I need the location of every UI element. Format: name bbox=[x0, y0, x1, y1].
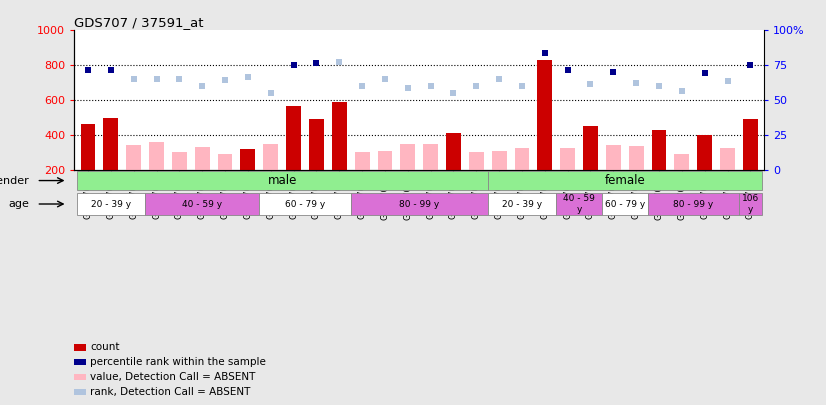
Bar bbox=[423, 144, 438, 170]
Bar bbox=[491, 151, 506, 170]
Bar bbox=[743, 119, 757, 170]
Bar bbox=[263, 144, 278, 170]
Bar bbox=[286, 106, 301, 170]
Bar bbox=[77, 193, 145, 215]
Text: 60 - 79 y: 60 - 79 y bbox=[605, 200, 645, 209]
Bar bbox=[332, 102, 347, 170]
Text: rank, Detection Call = ABSENT: rank, Detection Call = ABSENT bbox=[90, 387, 250, 397]
Bar bbox=[351, 193, 487, 215]
Text: 20 - 39 y: 20 - 39 y bbox=[502, 200, 542, 209]
Text: 60 - 79 y: 60 - 79 y bbox=[285, 200, 325, 209]
Bar bbox=[739, 193, 762, 215]
Text: male: male bbox=[268, 174, 297, 187]
Bar bbox=[126, 145, 141, 170]
Bar bbox=[515, 148, 529, 170]
Text: 40 - 59
y: 40 - 59 y bbox=[563, 194, 595, 214]
Text: 20 - 39 y: 20 - 39 y bbox=[91, 200, 131, 209]
Bar bbox=[259, 193, 351, 215]
Bar bbox=[309, 119, 324, 170]
Bar bbox=[240, 149, 255, 170]
Bar bbox=[150, 142, 164, 170]
Bar bbox=[74, 344, 86, 351]
Bar bbox=[74, 389, 86, 395]
Bar bbox=[217, 154, 232, 170]
Text: percentile rank within the sample: percentile rank within the sample bbox=[90, 357, 266, 367]
Bar bbox=[720, 148, 735, 170]
Text: female: female bbox=[605, 174, 645, 187]
Bar bbox=[674, 154, 689, 170]
Text: 80 - 99 y: 80 - 99 y bbox=[673, 200, 714, 209]
Bar bbox=[602, 193, 648, 215]
Bar bbox=[648, 193, 739, 215]
Bar bbox=[487, 171, 762, 190]
Bar bbox=[538, 60, 553, 170]
Bar bbox=[469, 152, 484, 170]
Bar bbox=[74, 359, 86, 365]
Bar bbox=[195, 147, 210, 170]
Bar bbox=[354, 152, 369, 170]
Text: value, Detection Call = ABSENT: value, Detection Call = ABSENT bbox=[90, 372, 255, 382]
Bar bbox=[697, 135, 712, 170]
Text: 80 - 99 y: 80 - 99 y bbox=[399, 200, 439, 209]
Bar bbox=[172, 152, 187, 170]
Bar bbox=[556, 193, 602, 215]
Bar bbox=[652, 130, 667, 170]
Bar bbox=[487, 193, 556, 215]
Text: gender: gender bbox=[0, 175, 30, 185]
Bar bbox=[81, 124, 96, 170]
Bar bbox=[77, 171, 487, 190]
Bar bbox=[145, 193, 259, 215]
Text: count: count bbox=[90, 342, 120, 352]
Text: 106
y: 106 y bbox=[742, 194, 759, 214]
Bar bbox=[103, 117, 118, 170]
Bar bbox=[583, 126, 598, 170]
Bar bbox=[629, 146, 643, 170]
Bar bbox=[74, 374, 86, 380]
Bar bbox=[446, 133, 461, 170]
Bar bbox=[401, 144, 415, 170]
Bar bbox=[560, 148, 575, 170]
Text: 40 - 59 y: 40 - 59 y bbox=[183, 200, 222, 209]
Bar bbox=[377, 151, 392, 170]
Bar bbox=[606, 145, 621, 170]
Text: age: age bbox=[8, 199, 30, 209]
Text: GDS707 / 37591_at: GDS707 / 37591_at bbox=[74, 16, 204, 29]
